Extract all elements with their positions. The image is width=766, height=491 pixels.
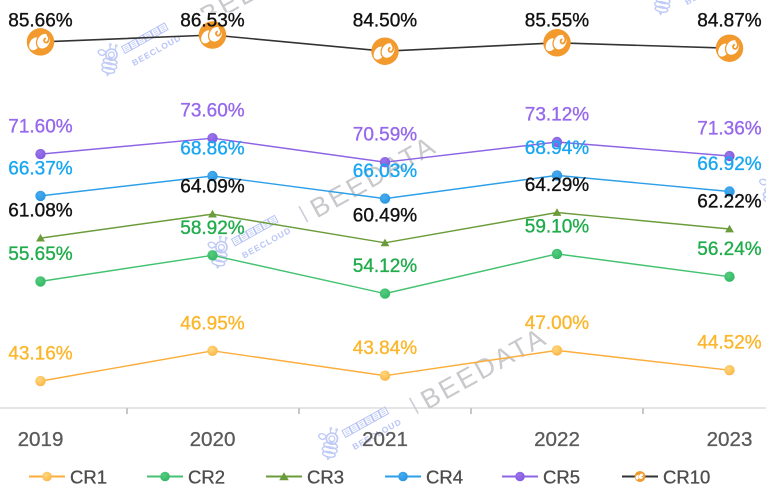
svg-text:56.24%: 56.24% [697,239,762,260]
svg-text:46.95%: 46.95% [180,313,245,334]
svg-text:43.84%: 43.84% [353,338,418,359]
svg-text:66.37%: 66.37% [8,158,73,179]
svg-text:54.12%: 54.12% [353,256,418,277]
svg-text:85.66%: 85.66% [8,11,73,32]
svg-text:43.16%: 43.16% [8,344,73,365]
svg-text:CR5: CR5 [543,467,580,488]
svg-text:2022: 2022 [534,428,580,451]
svg-text:73.12%: 73.12% [525,105,590,126]
svg-text:58.92%: 58.92% [180,218,245,239]
svg-text:71.60%: 71.60% [8,117,73,138]
svg-text:47.00%: 47.00% [525,313,590,334]
svg-text:CR1: CR1 [70,467,107,488]
svg-text:CR4: CR4 [426,467,463,488]
svg-text:68.94%: 68.94% [525,138,590,159]
svg-text:44.52%: 44.52% [697,333,762,354]
svg-text:68.86%: 68.86% [180,139,245,160]
svg-text:2019: 2019 [18,428,64,451]
svg-text:2020: 2020 [190,428,236,451]
svg-text:73.60%: 73.60% [180,101,245,122]
svg-text:70.59%: 70.59% [353,125,418,146]
svg-text:59.10%: 59.10% [525,216,590,237]
svg-text:62.22%: 62.22% [697,192,762,213]
svg-text:86.53%: 86.53% [180,11,245,32]
svg-text:71.36%: 71.36% [697,119,762,140]
svg-text:66.03%: 66.03% [353,161,418,182]
svg-text:CR3: CR3 [307,467,344,488]
svg-text:66.92%: 66.92% [697,154,762,175]
svg-text:84.87%: 84.87% [697,11,762,32]
svg-text:CR2: CR2 [188,467,225,488]
svg-text:85.55%: 85.55% [525,11,590,32]
svg-text:61.08%: 61.08% [8,201,73,222]
svg-text:55.65%: 55.65% [8,244,73,265]
svg-text:64.29%: 64.29% [525,175,590,196]
svg-text:2021: 2021 [362,428,408,451]
svg-text:64.09%: 64.09% [180,177,245,198]
svg-text:60.49%: 60.49% [353,205,418,226]
svg-text:2023: 2023 [707,428,753,451]
svg-text:CR10: CR10 [663,467,710,488]
svg-text:84.50%: 84.50% [353,11,418,32]
